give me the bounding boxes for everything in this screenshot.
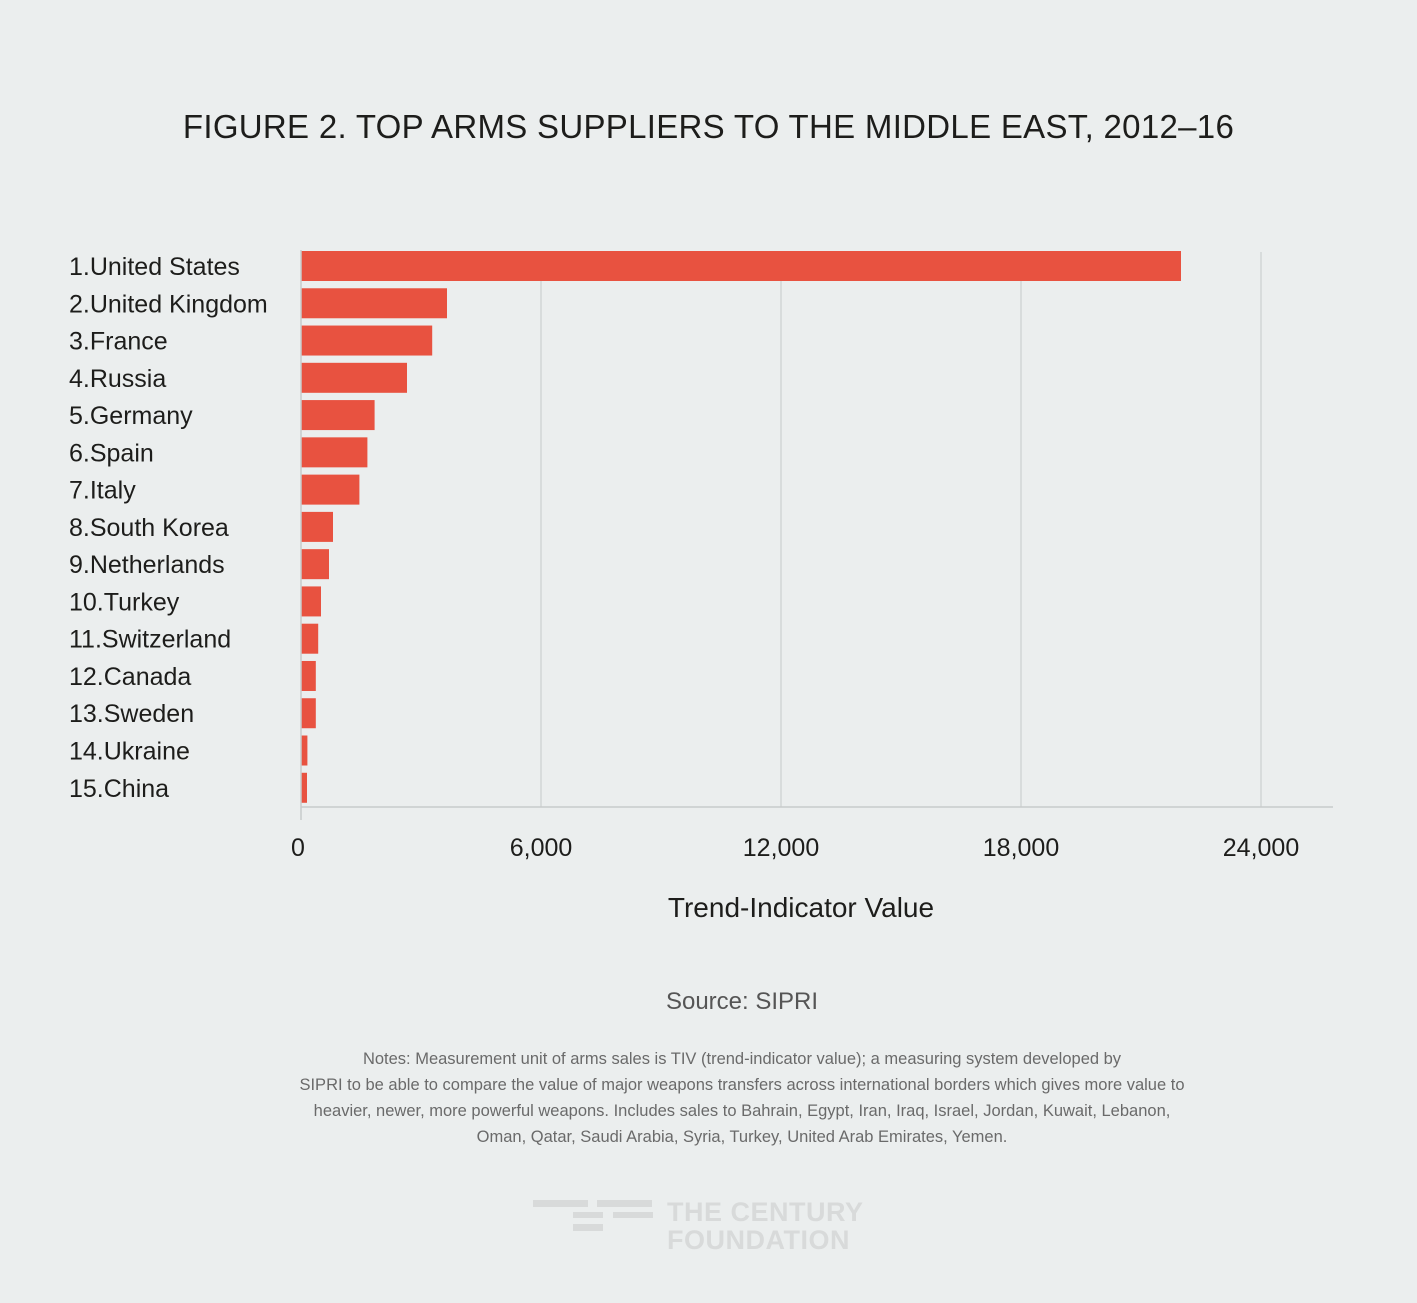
chart-title: FIGURE 2. TOP ARMS SUPPLIERS TO THE MIDD… [182, 108, 1235, 145]
bar [301, 288, 447, 319]
category-label: 5.Germany [69, 402, 193, 430]
tcf-logo-icon [533, 1200, 653, 1231]
x-axis-label: Trend-Indicator Value [667, 892, 935, 923]
bar [301, 362, 407, 393]
bar [301, 660, 316, 691]
category-label: 14.Ukraine [69, 738, 190, 766]
category-labels: 1.United States 2.United Kingdom 3.France 4… [69, 253, 268, 803]
bar [301, 474, 360, 505]
notes-line: Oman, Qatar, Saudi Arabia, Syria, Turkey… [476, 1128, 1008, 1146]
bar [301, 623, 319, 654]
category-label: 12.Canada [69, 663, 191, 691]
x-tick-label: 12,000 [743, 834, 819, 862]
bar [301, 735, 308, 766]
x-tick-label: 18,000 [983, 834, 1059, 862]
category-label: 4.Russia [69, 365, 166, 393]
x-tick-label: 6,000 [510, 834, 573, 862]
category-label: 1.United States [69, 253, 240, 281]
x-tick-labels: 0 6,000 12,000 18,000 24,000 [291, 834, 1299, 862]
category-label: 10.Turkey [69, 588, 180, 616]
bar [301, 511, 333, 542]
category-label: 6.Spain [69, 439, 154, 467]
notes-line: heavier, newer, more powerful weapons. I… [313, 1102, 1171, 1120]
bar [301, 251, 1181, 281]
bars [301, 251, 1181, 803]
category-label: 9.Netherlands [69, 551, 225, 579]
bar [301, 698, 316, 729]
notes-line: Notes: Measurement unit of arms sales is… [362, 1050, 1122, 1068]
category-label: 8.South Korea [69, 514, 229, 542]
x-tick-label: 0 [291, 834, 305, 862]
category-label: 7.Italy [69, 477, 136, 505]
category-label: 3.France [69, 328, 168, 356]
bar [301, 586, 321, 617]
bar [301, 325, 433, 356]
gridlines [540, 252, 1262, 807]
bar [301, 437, 368, 468]
bar [301, 549, 329, 580]
category-label: 13.Sweden [69, 700, 194, 728]
source-text: Source: SIPRI [665, 988, 819, 1015]
bar [301, 772, 307, 803]
bar-chart: 1.United States 2.United Kingdom 3.France 4… [69, 250, 1333, 862]
century-foundation-logo: THE CENTURY FOUNDATION [533, 1198, 878, 1256]
logo-line-1: THE CENTURY [667, 1197, 864, 1227]
category-label: 11.Switzerland [69, 626, 231, 654]
logo-line-2: FOUNDATION [667, 1225, 850, 1255]
notes-line: SIPRI to be able to compare the value of… [299, 1076, 1185, 1094]
notes: Notes: Measurement unit of arms sales is… [292, 1046, 1192, 1150]
category-label: 2.United Kingdom [69, 290, 268, 318]
category-label: 15.China [69, 775, 169, 803]
logo-wordmark: THE CENTURY FOUNDATION [667, 1198, 877, 1254]
bar [301, 400, 375, 431]
x-tick-label: 24,000 [1223, 834, 1299, 862]
